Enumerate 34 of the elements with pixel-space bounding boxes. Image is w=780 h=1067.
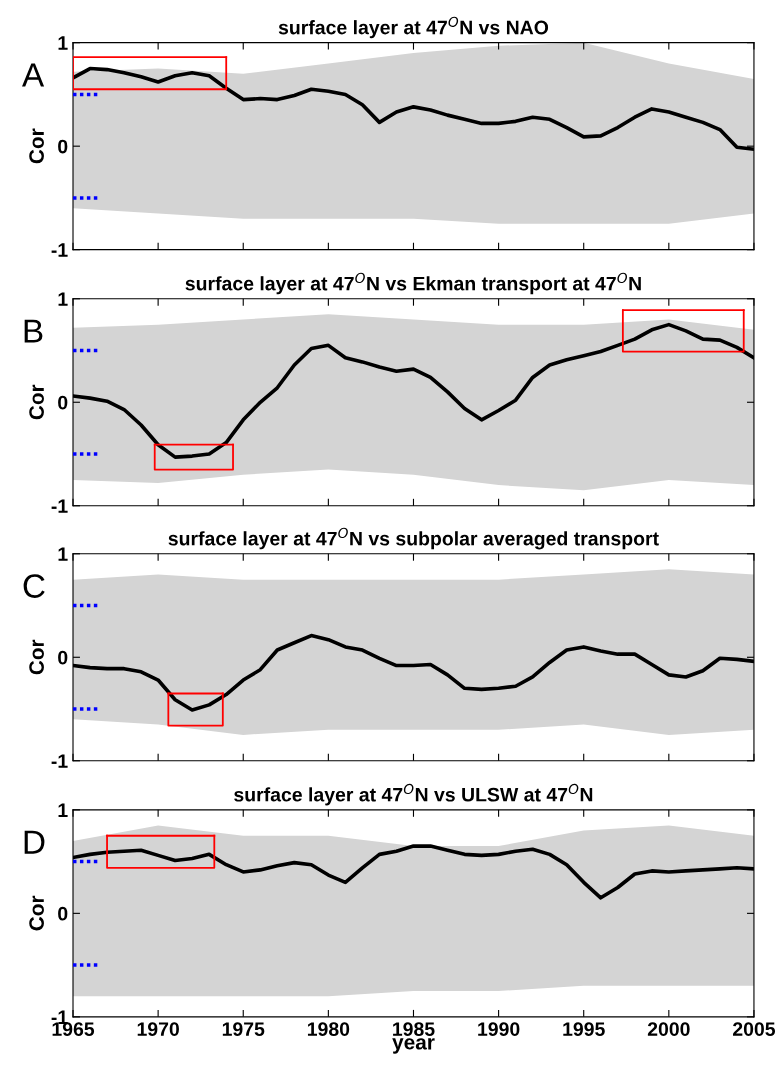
chart-title: surface layer at 47$^{O}$N vs ULSW at 47$^{O}$N [234, 783, 593, 806]
text: B [24, 319, 43, 343]
x-axis-title: year [392, 1038, 435, 1054]
x-tick-label: 1980 [307, 1022, 350, 1036]
y-tick-label: 0 [58, 395, 68, 410]
text: D [24, 830, 45, 854]
y-tick-label: 0 [58, 906, 68, 921]
text: C [23, 574, 45, 598]
text: A [22, 63, 45, 87]
x-tick-label: 2000 [647, 1022, 690, 1036]
x-tick-label: 1975 [222, 1022, 265, 1036]
y-tick-label: 0 [58, 139, 68, 154]
x-tick-label: 1970 [137, 1022, 179, 1036]
x-tick-label: 1985 [393, 1022, 435, 1036]
y-tick-label: -1 [51, 1010, 68, 1024]
y-tick-label: 1 [58, 803, 68, 817]
chart-title: surface layer at 47$^{O}$N vs NAO [278, 16, 549, 39]
x-tick-label: 1995 [563, 1022, 605, 1036]
y-axis-title: Cor [29, 128, 44, 164]
y-tick-label: -1 [51, 499, 68, 513]
y-tick-label: 0 [58, 650, 68, 665]
y-tick-label: 1 [58, 36, 68, 50]
y-axis-title: Cor [29, 639, 44, 675]
y-axis-title: Cor [29, 384, 44, 420]
y-tick-label: -1 [51, 754, 68, 768]
x-tick-label: 2005 [733, 1022, 776, 1036]
y-axis-title: Cor [29, 895, 44, 931]
x-tick-label: 1965 [52, 1022, 95, 1036]
y-tick-label: -1 [51, 243, 68, 257]
x-tick-label: 1990 [478, 1022, 520, 1036]
y-tick-label: 1 [58, 292, 68, 306]
chart-title: surface layer at 47$^{O}$N vs Ekman transport at 47$^{O}$N [185, 272, 641, 295]
y-tick-label: 1 [58, 547, 68, 561]
chart-title: surface layer at 47$^{O}$N vs subpolar averaged transport [168, 527, 659, 550]
